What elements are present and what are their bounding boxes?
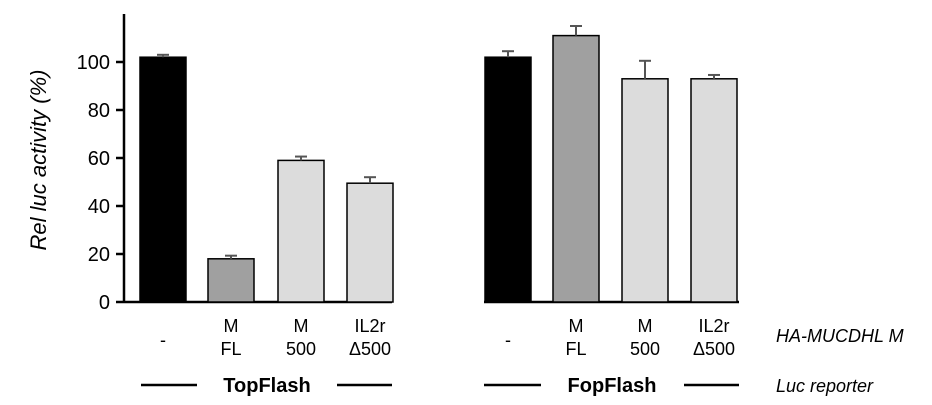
category-label: M (569, 316, 584, 336)
y-tick-label: 0 (99, 292, 110, 314)
category-label: IL2r (354, 316, 385, 336)
category-label: 500 (630, 339, 660, 359)
bar (484, 56, 532, 303)
construct-row-label: HA-MUCDHL M (776, 326, 904, 346)
y-axis-label: Rel luc activity (%) (26, 70, 51, 251)
category-label: - (505, 330, 511, 350)
category-labels: - M FL M 500 IL2r Δ500 - M FL M 500 IL2r Δ500 (160, 316, 735, 359)
bar (346, 182, 394, 303)
bar (139, 56, 187, 303)
bar (552, 34, 600, 303)
y-tick-label: 60 (88, 148, 110, 170)
bar (277, 159, 325, 303)
category-label: 500 (286, 339, 316, 359)
y-tick-label: 100 (77, 52, 110, 74)
group-label: FopFlash (568, 375, 657, 397)
y-tick-label: 80 (88, 100, 110, 122)
y-tick-label: 40 (88, 196, 110, 218)
bar (690, 78, 738, 303)
bars (139, 25, 738, 303)
bar (621, 78, 669, 303)
category-label: IL2r (698, 316, 729, 336)
group-label: TopFlash (223, 375, 310, 397)
category-label: Δ500 (349, 339, 391, 359)
y-tick-label: 20 (88, 244, 110, 266)
group-labels: TopFlash FopFlash (141, 375, 739, 397)
category-label: Δ500 (693, 339, 735, 359)
category-label: FL (220, 339, 241, 359)
category-label: M (294, 316, 309, 336)
bar (207, 258, 255, 303)
reporter-row-label: Luc reporter (776, 376, 874, 396)
category-label: - (160, 330, 166, 350)
category-label: FL (565, 339, 586, 359)
category-label: M (224, 316, 239, 336)
category-label: M (638, 316, 653, 336)
